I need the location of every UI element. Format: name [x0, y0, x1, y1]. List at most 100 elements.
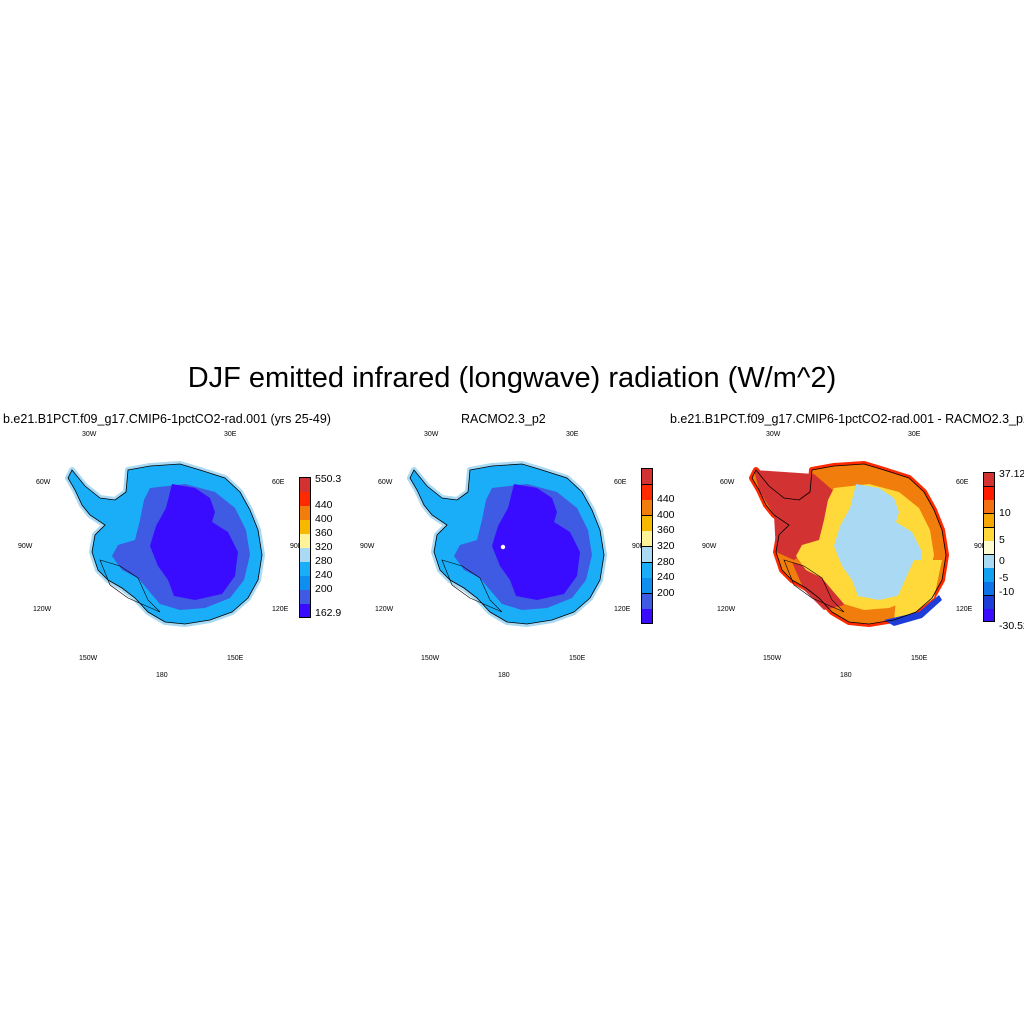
- map-panel-difference: b.e21.B1PCT.f09_g17.CMIP6-1pctCO2-rad.00…: [670, 408, 1024, 688]
- colorbar-tick-label: 320: [657, 540, 675, 552]
- colorbar-cell: [983, 512, 995, 528]
- plateau-field: [492, 484, 580, 600]
- panel-title: RACMO2.3_p2: [461, 412, 546, 426]
- colorbar-tick-label: 440: [657, 493, 675, 506]
- longitude-label: 120E: [272, 606, 289, 613]
- colorbar-cell: [299, 519, 311, 534]
- longitude-label: 30E: [224, 431, 237, 438]
- colorbar-tick-label: 240: [315, 569, 333, 581]
- colorbar-cell: [299, 477, 311, 492]
- map-panel-racmo: RACMO2.3_p2 30W 30E 60W 60E 90W 90E 120W 120E 15…: [342, 408, 682, 688]
- longitude-label: 90W: [18, 543, 33, 550]
- longitude-label: 60E: [956, 479, 969, 486]
- longitude-label: 60W: [36, 479, 51, 486]
- colorbar-cell: [299, 533, 311, 548]
- colorbar-cell: [299, 505, 311, 520]
- colorbar-cell: [983, 553, 995, 568]
- colorbar-cell: [983, 567, 995, 582]
- colorbar-cell: [641, 514, 653, 531]
- colorbar-tick-label: -5: [999, 572, 1009, 585]
- colorbar-cell: [299, 547, 311, 562]
- colorbar: -30.52 -10-5 0 5 10 37.12: [983, 468, 1024, 632]
- colorbar-tick-label: 0: [999, 554, 1005, 567]
- longitude-label: 180: [156, 672, 168, 679]
- colorbar-tick-label: -30.52: [999, 620, 1024, 632]
- longitude-label: 90E: [632, 543, 645, 550]
- colorbar-cell: [299, 561, 311, 576]
- plateau-field: [150, 484, 238, 600]
- colorbar-cell: [641, 608, 653, 625]
- longitude-label: 150W: [763, 655, 782, 662]
- longitude-label: 120E: [614, 606, 631, 613]
- longitude-label: 60W: [720, 479, 735, 486]
- colorbar-cell: [641, 468, 653, 485]
- east-coast-field: [894, 560, 942, 620]
- colorbar-cell: [641, 530, 653, 547]
- colorbar-tick-label: 550.3: [315, 473, 342, 485]
- antarctica-map: [65, 461, 265, 627]
- longitude-label: 120W: [717, 606, 736, 613]
- figure-title: DJF emitted infrared (longwave) radiatio…: [187, 362, 837, 394]
- longitude-label: 120E: [956, 606, 973, 613]
- longitude-label: 90E: [290, 543, 303, 550]
- coastline: [67, 463, 263, 625]
- colorbar-tick-label: 320: [315, 541, 333, 553]
- colorbar-cell: [983, 581, 995, 596]
- longitude-label: 120W: [375, 606, 394, 613]
- missing-data-dot: [500, 544, 506, 550]
- colorbar-tick-label: 440: [315, 499, 333, 511]
- colorbar-tick-label: -10: [999, 586, 1015, 598]
- longitude-label: 180: [498, 672, 510, 679]
- antarctica-map: [749, 461, 949, 627]
- colorbar-tick-label: 280: [657, 555, 675, 568]
- panel-title: b.e21.B1PCT.f09_g17.CMIP6-1pctCO2-rad.00…: [670, 412, 1024, 426]
- colorbar-cell: [983, 485, 995, 500]
- longitude-label: 90W: [702, 543, 717, 550]
- colorbar-cell: [983, 540, 995, 555]
- ice-shelf-line: [99, 559, 161, 613]
- longitude-label: 30W: [82, 431, 97, 438]
- longitude-label: 60E: [614, 479, 627, 486]
- colorbar-cell: [299, 575, 311, 590]
- colorbar: 162.9 200 240 280 320 360 400 440 550.3: [299, 473, 359, 619]
- longitude-label: 150W: [79, 655, 98, 662]
- colorbar-cell: [641, 577, 653, 594]
- colorbar-tick-label: 240: [657, 571, 675, 584]
- colorbar-cell: [983, 608, 995, 623]
- colorbar-tick-label: 10: [999, 506, 1011, 519]
- colorbar-tick-label: 360: [657, 524, 675, 537]
- map-panel-model: b.e21.B1PCT.f09_g17.CMIP6-1pctCO2-rad.00…: [0, 408, 341, 688]
- colorbar-tick-label: 280: [315, 555, 333, 567]
- colorbar: 200 240 280 320 360 400 440: [641, 468, 701, 625]
- longitude-label: 120W: [33, 606, 52, 613]
- longitude-label: 150E: [911, 655, 928, 662]
- colorbar-tick-label: 400: [657, 508, 675, 521]
- colorbar-cell: [983, 594, 995, 609]
- colorbar-tick-label: 200: [657, 586, 675, 599]
- colorbar-tick-label: 37.12: [999, 468, 1024, 480]
- colorbar-cell: [641, 499, 653, 516]
- antarctica-map: [407, 461, 607, 627]
- colorbar-cell: [641, 546, 653, 563]
- longitude-label: 150E: [227, 655, 244, 662]
- colorbar-tick-label: 162.9: [315, 607, 342, 619]
- colorbar-cell: [983, 526, 995, 541]
- longitude-label: 30W: [424, 431, 439, 438]
- longitude-label: 60E: [272, 479, 285, 486]
- longitude-label: 30W: [766, 431, 781, 438]
- longitude-label: 90E: [974, 543, 987, 550]
- longitude-label: 180: [840, 672, 852, 679]
- coastline: [409, 463, 605, 625]
- colorbar-cell: [641, 483, 653, 500]
- longitude-label: 60W: [378, 479, 393, 486]
- longitude-label: 30E: [566, 431, 579, 438]
- colorbar-cell: [641, 592, 653, 609]
- colorbar-cell: [299, 589, 311, 604]
- colorbar-cell: [299, 603, 311, 618]
- longitude-label: 30E: [908, 431, 921, 438]
- longitude-label: 150E: [569, 655, 586, 662]
- colorbar-cell: [983, 499, 995, 514]
- colorbar-tick-label: 360: [315, 527, 333, 539]
- colorbar-cell: [641, 561, 653, 578]
- ice-shelf-line: [783, 559, 845, 613]
